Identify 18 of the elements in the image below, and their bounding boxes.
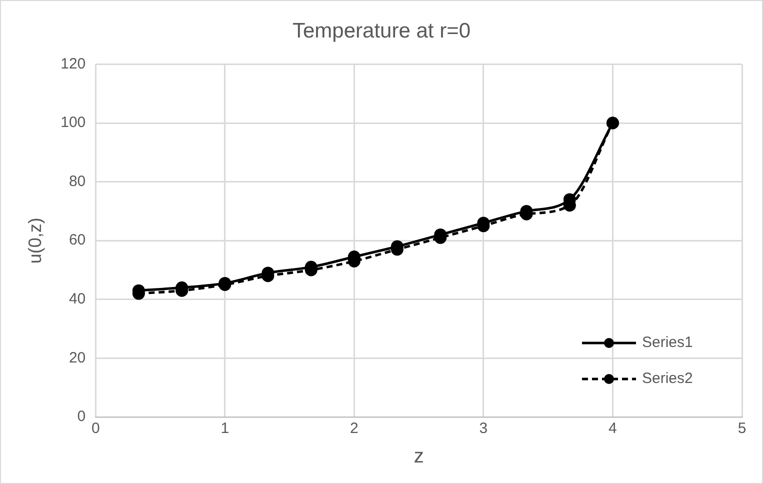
y-tick-label: 100 [60, 114, 86, 132]
y-tick-label: 60 [68, 232, 86, 249]
y-tick-label: 120 [60, 55, 86, 72]
y-axis-title: u(0,z) [24, 218, 45, 264]
chart-title: Temperature at r=0 [292, 19, 471, 42]
x-tick-label: 3 [479, 420, 488, 438]
legend-label: Series1 [642, 334, 693, 352]
legend-label: Series2 [642, 370, 693, 388]
x-tick-label: 0 [91, 420, 100, 438]
x-axis-title: z [414, 446, 424, 468]
x-tick-label: 2 [350, 420, 358, 438]
y-tick-label: 80 [68, 172, 86, 190]
x-tick-label: 4 [608, 420, 617, 438]
y-tick-label: 40 [68, 290, 86, 308]
x-tick-label: 5 [738, 420, 746, 438]
y-tick-label: 20 [68, 349, 86, 366]
y-tick-label: 0 [77, 408, 86, 426]
x-tick-label: 1 [220, 420, 230, 438]
